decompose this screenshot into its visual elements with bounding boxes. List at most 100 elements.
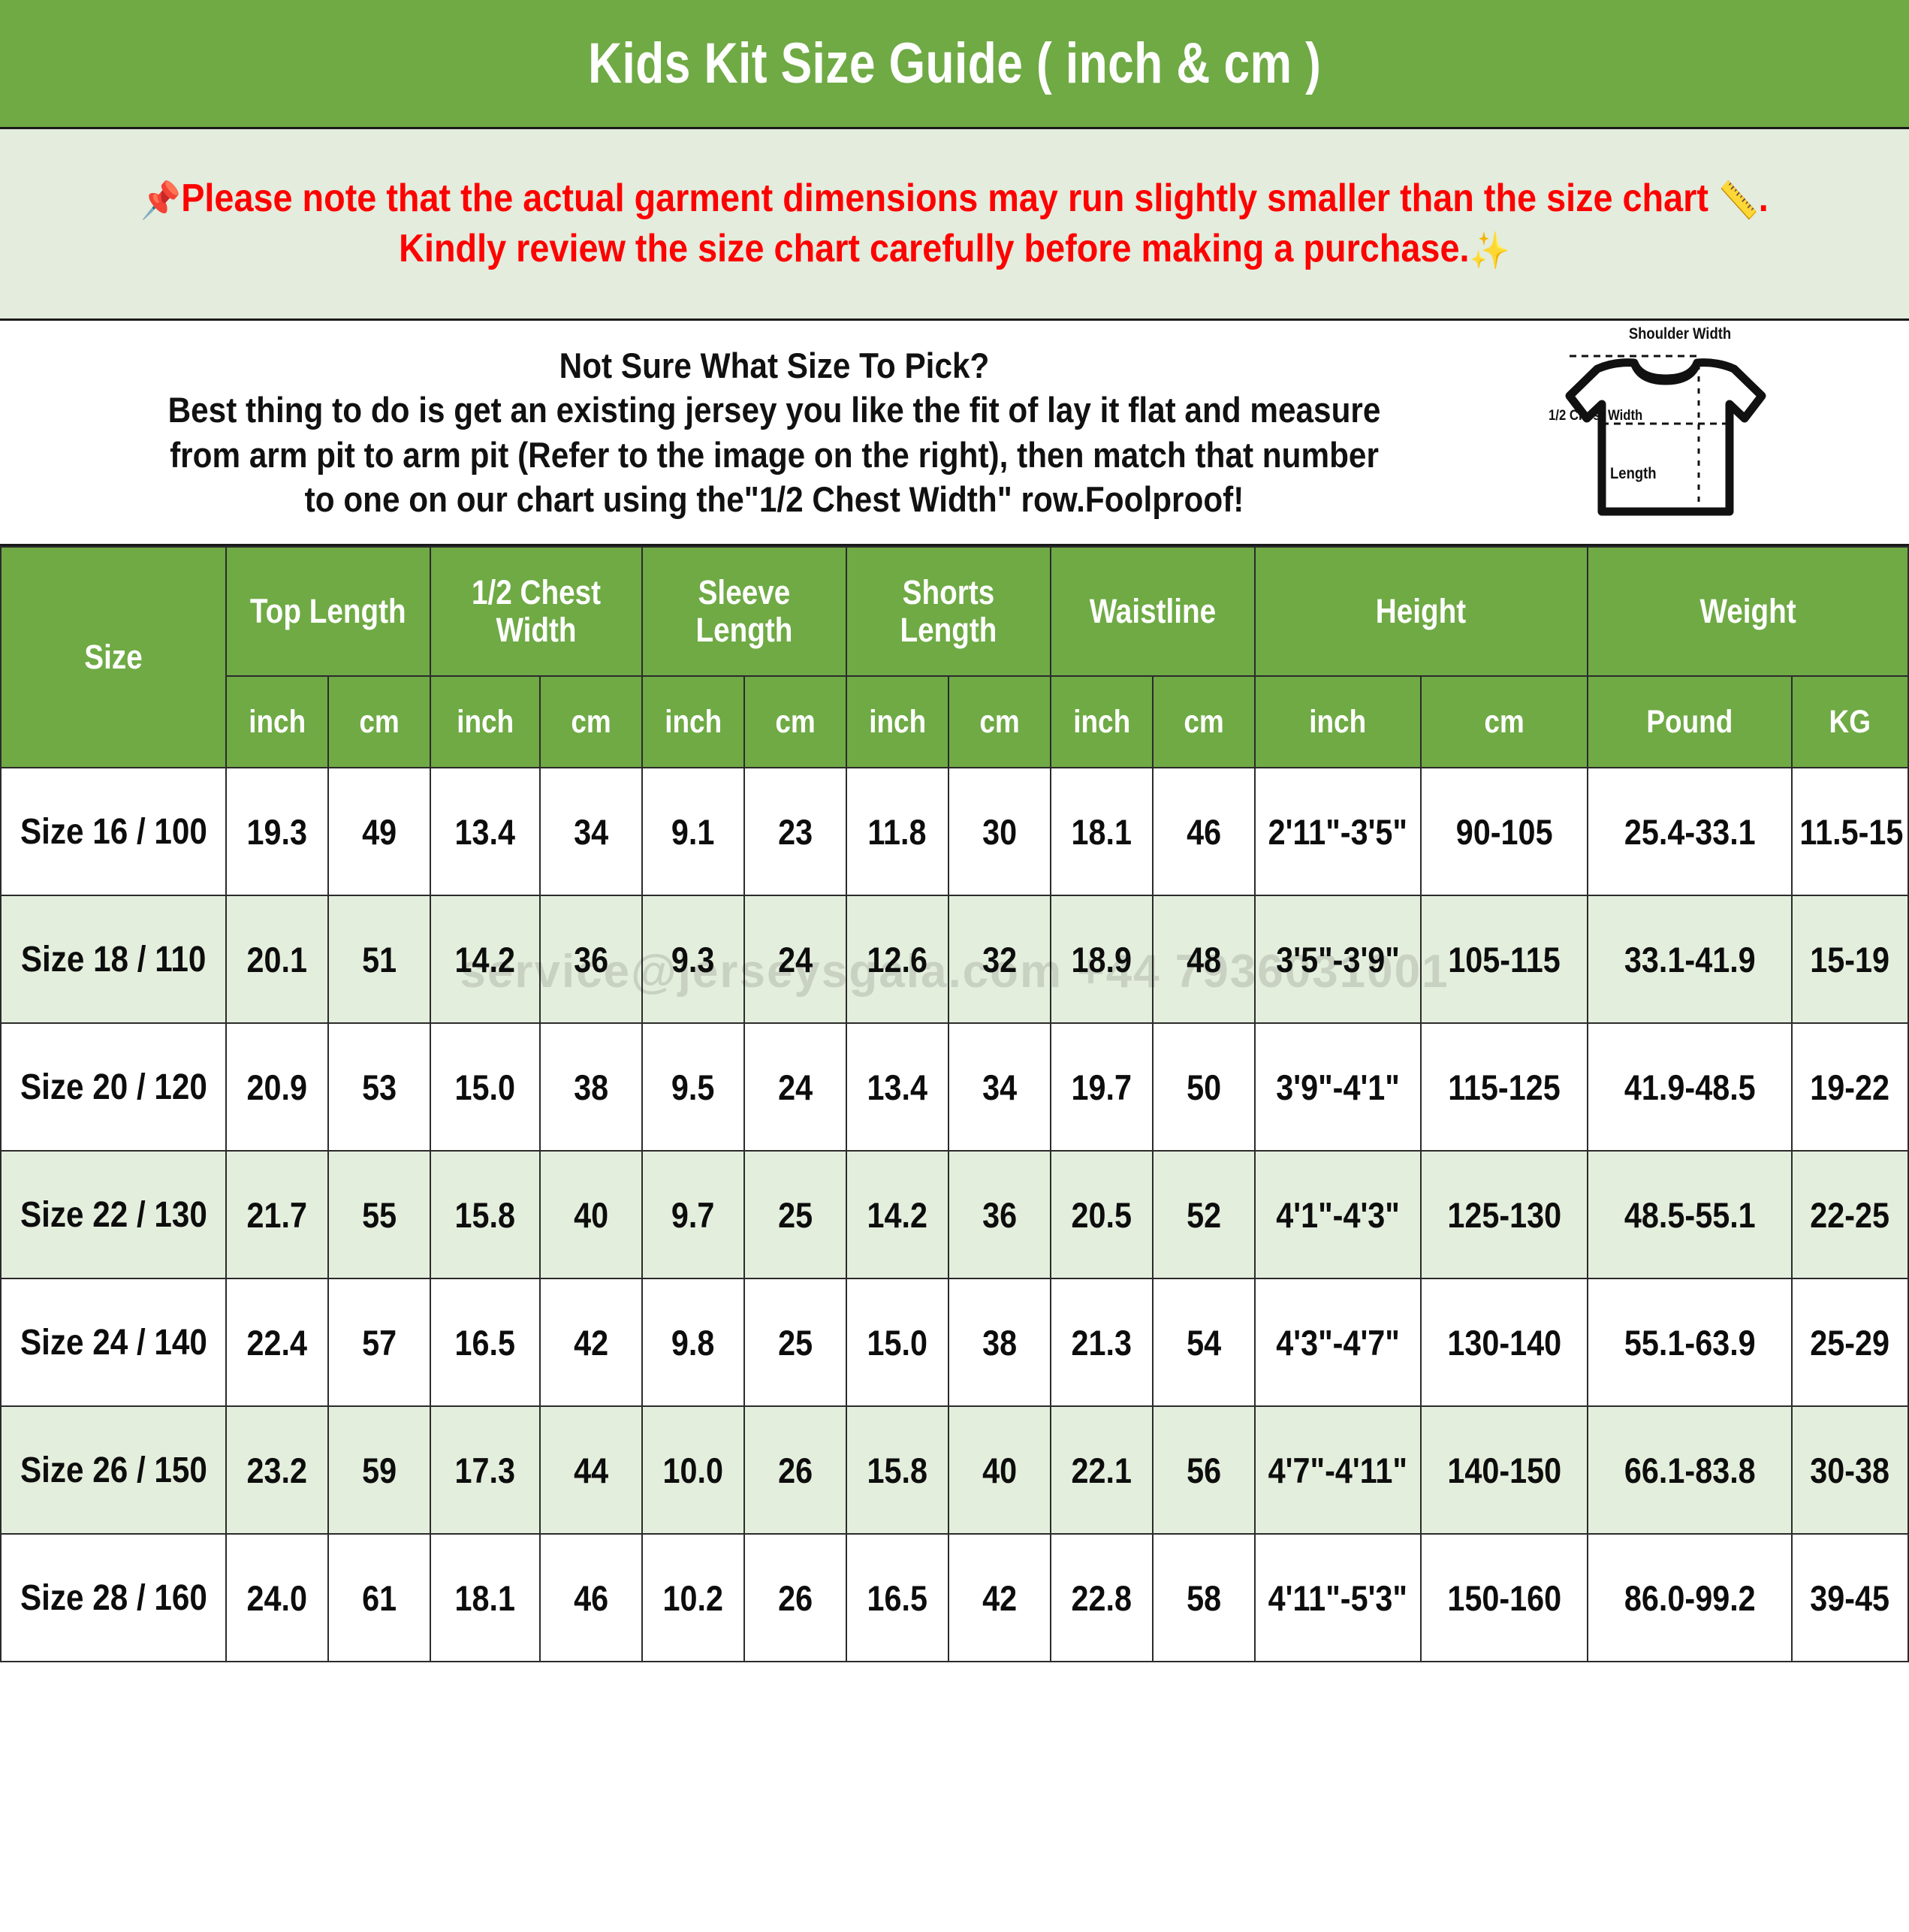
height-inch-cell: 3'5"-3'9" (1253, 895, 1422, 1024)
chest-inch-cell-text: 18.1 (454, 1577, 516, 1618)
sleeve-cm-cell: 25 (743, 1278, 847, 1407)
waist-inch-cell: 18.1 (1049, 767, 1154, 896)
waist-cm-cell-text: 50 (1186, 1067, 1221, 1107)
unit-shorts-inch: inch (845, 675, 949, 768)
weight-kg-cell-text: 25-29 (1810, 1322, 1890, 1363)
sparkles-icon: ✨ (1469, 231, 1510, 271)
height-inch-cell: 4'1"-4'3" (1253, 1150, 1422, 1279)
chest-inch-cell: 17.3 (430, 1405, 541, 1535)
shorts-cm-cell: 42 (947, 1533, 1051, 1662)
tee-half-chest-width-label: 1/2 Chest Width (1549, 407, 1643, 424)
sleeve-cm-cell-text: 26 (777, 1577, 813, 1618)
size-cell: Size 20 / 120 (0, 1022, 228, 1152)
height-inch-cell-text: 3'9"-4'1" (1276, 1067, 1400, 1107)
top-length-inch-cell: 19.3 (225, 767, 330, 896)
waist-cm-cell: 58 (1151, 1533, 1256, 1662)
chest-cm-cell: 46 (539, 1533, 644, 1662)
sleeve-cm-cell-text: 24 (777, 939, 813, 980)
sleeve-inch-cell: 9.8 (641, 1278, 745, 1407)
table-row: Size 20 / 120 20.9 53 15.0 38 9.5 24 13.4 34 19.7… (0, 1022, 1909, 1152)
sleeve-cm-cell: 25 (743, 1150, 847, 1279)
top-length-inch-cell: 21.7 (225, 1150, 330, 1279)
chest-inch-cell: 14.2 (430, 895, 541, 1024)
top-length-cm-cell-text: 51 (362, 939, 397, 980)
explain-text-block: Not Sure What Size To Pick? Best thing t… (0, 343, 1526, 521)
unit-weight-kg: KG (1790, 675, 1909, 768)
sleeve-inch-cell: 9.1 (641, 767, 745, 896)
note-line-1: 📌Please note that the actual garment dim… (140, 174, 1768, 224)
explain-row: Not Sure What Size To Pick? Best thing t… (0, 321, 1909, 546)
top-length-inch-cell-text: 23.2 (246, 1450, 308, 1490)
unit-weight-pound: Pound (1586, 675, 1793, 768)
chest-cm-cell: 38 (539, 1022, 644, 1152)
weight-pound-cell-text: 48.5-55.1 (1624, 1194, 1756, 1235)
sleeve-inch-cell: 10.2 (641, 1533, 745, 1662)
table-row: Size 22 / 130 21.7 55 15.8 40 9.7 25 14.2 36 20.5… (0, 1150, 1909, 1279)
unit-sleeve-inch: inch (641, 675, 745, 768)
unit-chest-inch: inch (430, 675, 541, 768)
height-cm-cell: 140-150 (1420, 1405, 1588, 1535)
size-cell: Size 16 / 100 (0, 767, 228, 896)
waist-inch-cell-text: 20.5 (1071, 1194, 1132, 1235)
chest-cm-cell-text: 40 (574, 1194, 609, 1235)
shorts-inch-cell: 14.2 (845, 1150, 949, 1279)
weight-kg-cell: 22-25 (1790, 1150, 1909, 1279)
chest-cm-cell-text: 44 (574, 1450, 609, 1490)
waist-inch-cell-text: 22.1 (1071, 1450, 1132, 1490)
size-cell-text: Size 28 / 160 (20, 1577, 207, 1618)
weight-pound-cell: 48.5-55.1 (1586, 1150, 1793, 1279)
table-body: Size 16 / 100 19.3 49 13.4 34 9.1 23 11.8 30 18.1… (0, 767, 1909, 1662)
size-cell: Size 18 / 110 (0, 895, 228, 1024)
shorts-cm-cell: 32 (947, 895, 1051, 1024)
table-row: Size 28 / 160 24.0 61 18.1 46 10.2 26 16.5 42 22.… (0, 1533, 1909, 1662)
waist-cm-cell: 54 (1151, 1278, 1256, 1407)
unit-height-cm: cm (1420, 675, 1588, 768)
height-inch-cell: 4'11"-5'3" (1253, 1533, 1422, 1662)
waist-inch-cell: 18.9 (1049, 895, 1154, 1024)
height-cm-cell: 130-140 (1420, 1278, 1588, 1407)
chest-inch-cell-text: 15.8 (454, 1194, 516, 1235)
shorts-inch-cell-text: 15.0 (867, 1322, 928, 1363)
shorts-inch-cell: 11.8 (845, 767, 949, 896)
weight-kg-cell: 39-45 (1790, 1533, 1909, 1662)
shorts-inch-cell-text: 16.5 (867, 1577, 928, 1618)
shorts-inch-cell: 16.5 (845, 1533, 949, 1662)
waist-inch-cell-text: 18.1 (1071, 811, 1132, 852)
sleeve-inch-cell-text: 10.2 (662, 1577, 724, 1618)
explain-heading: Not Sure What Size To Pick? (559, 346, 990, 386)
waist-cm-cell: 50 (1151, 1022, 1256, 1152)
weight-pound-cell-text: 86.0-99.2 (1624, 1577, 1756, 1618)
height-inch-cell-text: 4'3"-4'7" (1276, 1322, 1400, 1363)
weight-pound-cell: 41.9-48.5 (1586, 1022, 1793, 1152)
sleeve-cm-cell-text: 24 (777, 1067, 813, 1107)
top-length-cm-cell: 55 (327, 1150, 432, 1279)
shorts-inch-cell-text: 14.2 (867, 1194, 928, 1235)
top-length-cm-cell-text: 57 (362, 1322, 397, 1363)
shorts-inch-cell: 12.6 (845, 895, 949, 1024)
unit-height-inch: inch (1253, 675, 1422, 768)
weight-kg-cell: 25-29 (1790, 1278, 1909, 1407)
sleeve-inch-cell: 9.7 (641, 1150, 745, 1279)
height-cm-cell: 105-115 (1420, 895, 1588, 1024)
size-cell-text: Size 16 / 100 (20, 811, 207, 852)
sleeve-inch-cell-text: 9.8 (671, 1322, 715, 1363)
height-cm-cell-text: 125-130 (1447, 1194, 1561, 1235)
waist-cm-cell-text: 54 (1186, 1322, 1221, 1363)
tee-length-label: Length (1610, 464, 1657, 482)
sleeve-inch-cell: 9.5 (641, 1022, 745, 1152)
weight-kg-cell-text: 22-25 (1810, 1194, 1890, 1235)
waist-inch-cell-text: 18.9 (1071, 939, 1132, 980)
header-size: Size (0, 546, 228, 768)
shorts-cm-cell-text: 36 (982, 1194, 1017, 1235)
chest-inch-cell-text: 15.0 (454, 1067, 516, 1107)
note-line-2-text: Kindly review the size chart carefully b… (399, 227, 1470, 270)
page-title: Kids Kit Size Guide ( inch & cm ) (587, 31, 1322, 95)
chest-inch-cell: 18.1 (430, 1533, 541, 1662)
top-length-cm-cell: 57 (327, 1278, 432, 1407)
chest-inch-cell-text: 13.4 (454, 811, 516, 852)
chest-inch-cell-text: 14.2 (454, 939, 516, 980)
shorts-cm-cell-text: 30 (982, 811, 1017, 852)
sleeve-inch-cell-text: 9.5 (671, 1067, 715, 1107)
unit-chest-cm: cm (539, 675, 644, 768)
